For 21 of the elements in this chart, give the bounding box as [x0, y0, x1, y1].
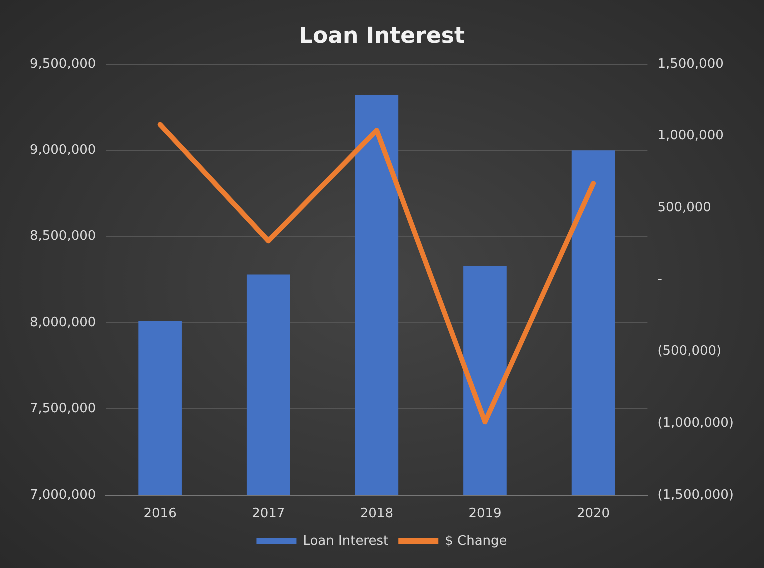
legend-label: Loan Interest: [303, 534, 389, 549]
x-tick-label: 2019: [468, 506, 502, 522]
x-tick-label: 2017: [252, 506, 286, 522]
legend-label: $ Change: [445, 534, 508, 549]
x-tick-label: 2020: [576, 506, 610, 522]
y-tick-label: 9,500,000: [30, 56, 96, 72]
y-tick-label: 9,000,000: [30, 142, 96, 158]
y2-tick-label: (1,500,000): [658, 488, 734, 503]
y2-tick-label: 500,000: [658, 200, 712, 216]
y-tick-label: 7,500,000: [30, 402, 96, 417]
x-tick-label: 2018: [360, 506, 394, 522]
y2-tick-label: 1,000,000: [658, 128, 724, 144]
y2-tick-label: (500,000): [658, 344, 722, 360]
y2-tick-label: (1,000,000): [658, 416, 734, 431]
y-tick-label: 8,500,000: [30, 229, 96, 244]
x-tick-label: 2016: [144, 506, 177, 522]
y2-tick-label: 1,500,000: [658, 56, 724, 72]
chart-title: Loan Interest: [299, 24, 466, 49]
y2-tick-label: -: [658, 272, 663, 288]
y-tick-label: 7,000,000: [30, 488, 96, 503]
y-tick-label: 8,000,000: [30, 315, 96, 330]
